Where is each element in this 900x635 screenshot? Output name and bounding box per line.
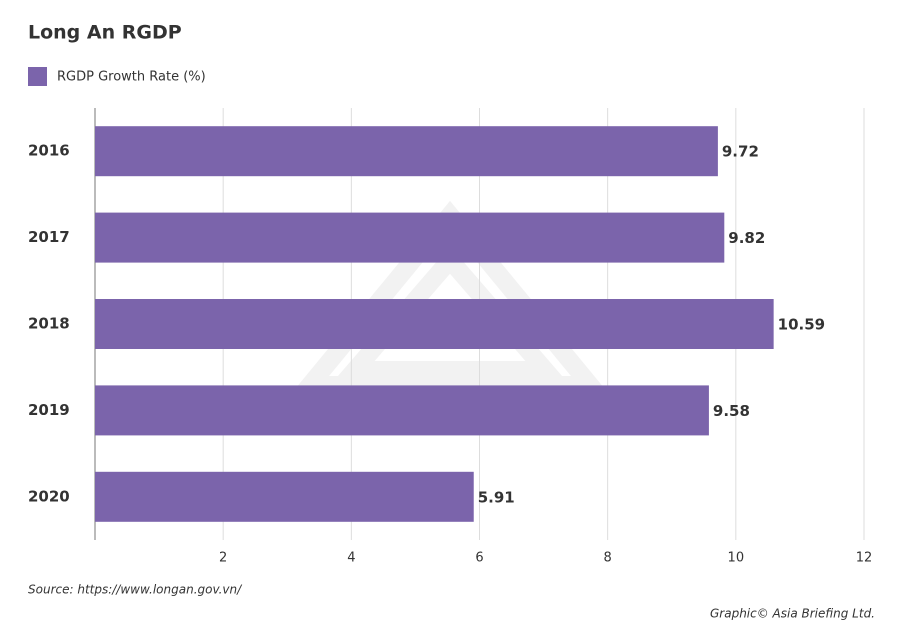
source: Source: https://www.longan.gov.vn/ — [28, 583, 243, 597]
credit: Graphic© Asia Briefing Ltd. — [710, 607, 875, 621]
x-tick-label: 4 — [347, 551, 355, 566]
value-label: 10.59 — [778, 316, 825, 334]
y-tick-label: 2017 — [28, 228, 70, 246]
bar — [95, 299, 774, 349]
legend-label: RGDP Growth Rate (%) — [57, 70, 206, 85]
y-tick-label: 2018 — [28, 315, 70, 333]
value-label: 9.58 — [713, 402, 750, 420]
y-tick-label: 2020 — [28, 487, 70, 505]
y-tick-label: 2019 — [28, 401, 70, 419]
x-tick-label: 10 — [728, 551, 745, 566]
bar — [95, 385, 709, 436]
bar — [95, 212, 725, 263]
x-tick-label: 2 — [219, 551, 227, 566]
bar — [95, 471, 474, 522]
value-label: 9.72 — [722, 143, 759, 161]
value-label: 5.91 — [478, 488, 515, 506]
bar — [95, 126, 718, 177]
y-tick-label: 2016 — [28, 142, 70, 160]
x-tick-label: 8 — [604, 551, 612, 566]
legend-swatch — [28, 67, 47, 86]
chart-title: Long An RGDP — [28, 22, 182, 44]
x-tick-label: 6 — [475, 551, 483, 566]
value-label: 9.82 — [728, 229, 765, 247]
x-tick-label: 12 — [856, 551, 873, 566]
